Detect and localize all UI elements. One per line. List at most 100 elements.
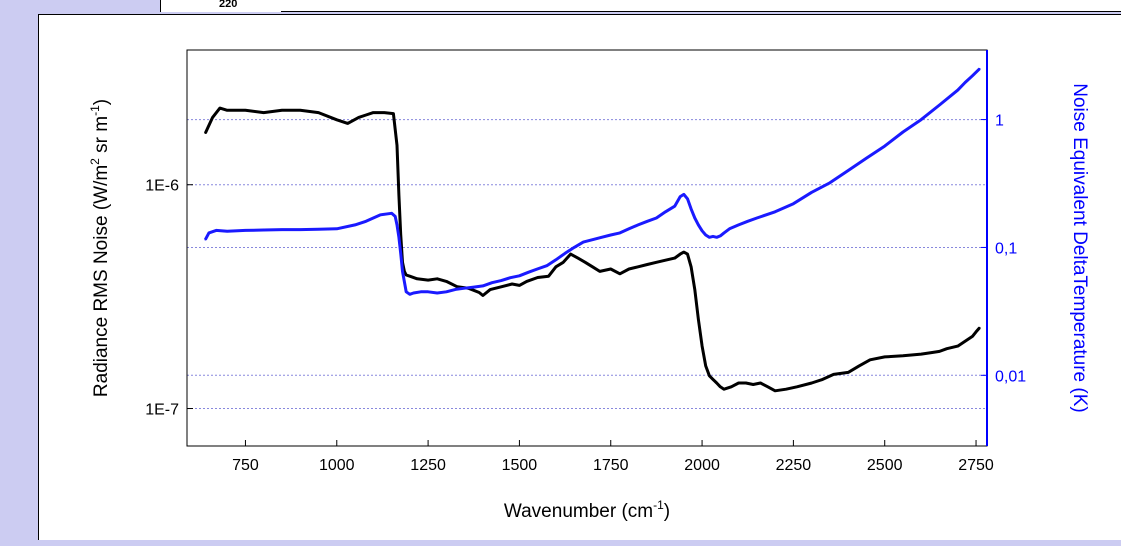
data-point-ne-dt (394, 215, 397, 218)
data-point-ne-dt (215, 229, 217, 232)
data-point-ne-dt (208, 232, 210, 234)
data-point-ne-dt (573, 246, 575, 249)
data-point-radiance (555, 266, 557, 268)
data-point-radiance (409, 275, 411, 278)
data-point-radiance (628, 268, 630, 270)
data-point-radiance (719, 386, 722, 388)
data-point-ne-dt (500, 279, 503, 282)
y-left-tick-label: 1E-6 (145, 178, 179, 195)
data-point-ne-dt (591, 238, 594, 241)
data-point-radiance (445, 280, 448, 283)
data-point-radiance (211, 116, 214, 119)
data-point-ne-dt (401, 270, 404, 273)
data-point-ne-dt (365, 220, 367, 223)
data-point-ne-dt (609, 234, 612, 236)
data-point-ne-dt (436, 292, 439, 294)
data-point-ne-dt (527, 271, 530, 274)
data-point-ne-dt (737, 224, 740, 226)
data-point-radiance (500, 286, 503, 288)
gridlines (187, 119, 987, 410)
data-point-radiance (416, 278, 418, 280)
data-point-radiance (357, 116, 360, 119)
data-point-ne-dt (299, 228, 302, 231)
data-point-radiance (619, 273, 621, 275)
data-point-radiance (920, 353, 922, 355)
data-point-radiance (398, 194, 400, 196)
data-point-ne-dt (694, 217, 696, 219)
data-point-ne-dt (509, 276, 512, 279)
series-line-radiance (203, 106, 981, 393)
data-point-ne-dt (281, 228, 283, 231)
data-point-radiance (365, 114, 367, 116)
x-tick-label: 2000 (684, 457, 720, 474)
data-point-ne-dt (454, 288, 457, 291)
data-point-ne-dt (701, 230, 703, 232)
data-point-radiance (525, 280, 528, 283)
data-point-radiance (957, 345, 959, 347)
data-point-radiance (637, 266, 639, 268)
data-point-radiance (204, 132, 207, 134)
x-tick-label: 1000 (319, 457, 355, 474)
data-point-radiance (679, 253, 681, 255)
data-point-ne-dt (920, 118, 922, 121)
data-point-radiance (646, 263, 649, 266)
data-point-ne-dt (673, 205, 676, 207)
data-point-ne-dt (683, 193, 685, 196)
data-point-ne-dt (964, 81, 966, 84)
data-point-ne-dt (902, 131, 904, 133)
data-point-ne-dt (336, 228, 338, 230)
data-point-radiance (712, 378, 714, 381)
data-point-radiance (723, 388, 725, 391)
data-point-radiance (591, 266, 594, 268)
data-point-radiance (938, 350, 941, 353)
data-point-ne-dt (600, 236, 603, 239)
data-point-ne-dt (690, 208, 692, 210)
x-tick-label: 750 (232, 457, 259, 474)
data-point-ne-dt (712, 235, 714, 238)
x-axis-label: Wavenumber (cm-1) (504, 498, 670, 522)
x-tick-label: 1750 (593, 457, 629, 474)
chart-frame: 750 1000 1250 1500 1750 2000 2250 2500 2750 1E-7… (38, 14, 1121, 540)
data-point-ne-dt (244, 229, 247, 232)
data-point-radiance (832, 373, 835, 376)
data-point-radiance (317, 111, 320, 114)
data-point-radiance (883, 356, 886, 358)
data-point-ne-dt (619, 232, 621, 234)
data-point-radiance (336, 119, 338, 121)
x-tick-label: 1250 (410, 457, 446, 474)
data-point-ne-dt (792, 202, 795, 205)
data-point-ne-dt (723, 232, 725, 234)
data-point-radiance (536, 276, 539, 279)
data-point-ne-dt (226, 230, 228, 232)
data-point-radiance (745, 382, 747, 384)
data-point-ne-dt (746, 220, 749, 223)
data-point-radiance (810, 382, 813, 384)
data-point-radiance (569, 253, 572, 255)
data-point-radiance (396, 144, 398, 147)
data-point-ne-dt (390, 212, 393, 215)
data-point-ne-dt (204, 238, 207, 241)
data-point-ne-dt (396, 224, 398, 226)
y-right-tick-label: 1 (995, 113, 1004, 130)
x-tick-label: 2750 (958, 457, 994, 474)
data-point-radiance (219, 107, 221, 109)
data-point-radiance (774, 390, 776, 392)
data-point-ne-dt (379, 214, 382, 216)
previous-chart-strip: 220 (160, 0, 1121, 12)
data-point-radiance (281, 109, 283, 112)
data-point-ne-dt (938, 104, 941, 106)
data-point-ne-dt (646, 220, 649, 223)
data-point-radiance (489, 288, 492, 291)
data-point-ne-dt (655, 217, 658, 219)
data-point-ne-dt (756, 217, 758, 219)
data-point-ne-dt (317, 228, 320, 230)
data-point-ne-dt (637, 224, 639, 226)
data-point-radiance (478, 291, 481, 294)
data-point-ne-dt (719, 235, 722, 237)
data-point-ne-dt (372, 217, 375, 219)
data-point-radiance (383, 111, 386, 114)
y-left-tick-label: 1E-7 (145, 402, 179, 419)
data-point-radiance (704, 365, 707, 367)
data-point-radiance (547, 275, 550, 278)
data-point-radiance (346, 122, 349, 125)
